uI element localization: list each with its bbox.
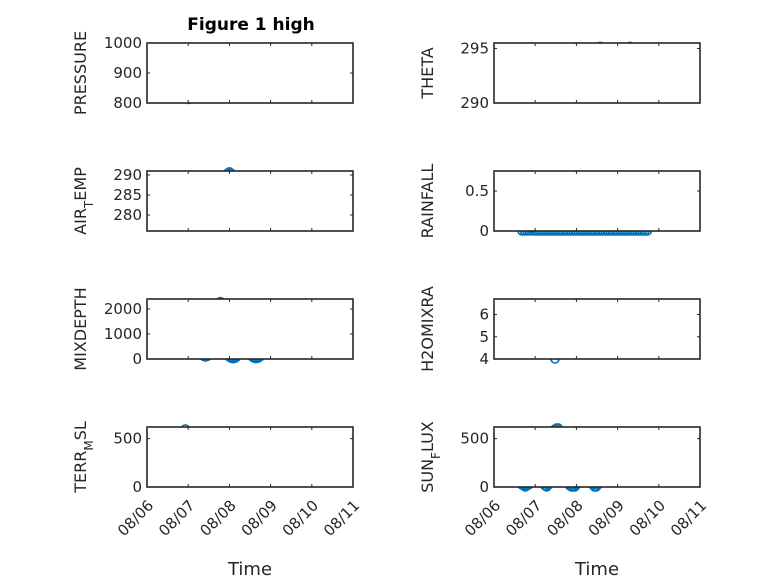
y-axis-label: AIRTEMP — [71, 167, 96, 235]
subplot-mixdepth: 0 1000 2000 MIXDEPTH — [71, 287, 354, 371]
axes-frame — [146, 170, 354, 232]
y-tick-label: 500 — [113, 430, 142, 448]
y-tick-label: 800 — [113, 94, 142, 112]
y-tick-label: 500 — [460, 430, 489, 448]
axes-frame — [493, 170, 701, 232]
y-axis-label: THETA — [418, 47, 437, 99]
y-tick-label: 290 — [113, 166, 142, 184]
axes-frame — [493, 426, 701, 488]
x-tick-label: 08/10 — [626, 497, 669, 540]
x-tick-label: 08/09 — [238, 497, 281, 540]
y-tick-label: 285 — [113, 186, 142, 204]
x-tick-label: 08/08 — [543, 497, 586, 540]
x-tick-label: 08/07 — [502, 497, 545, 540]
y-tick-label: 0 — [479, 222, 489, 240]
y-axis-label: H2OMIXRA — [418, 286, 437, 372]
y-axis-label: PRESSURE — [71, 31, 90, 115]
y-tick-label: 1000 — [104, 34, 142, 52]
y-tick-label: 4 — [479, 350, 489, 368]
subplots-grid: 800 900 1000 PRESSURE 290 295 THETA 280 285 290 AI… — [71, 31, 710, 580]
y-tick-label: 0 — [132, 350, 142, 368]
y-tick-label: 0.5 — [465, 182, 489, 200]
y-tick-label: 290 — [460, 94, 489, 112]
y-tick-label: 5 — [479, 328, 489, 346]
figure-title: Figure 1 high — [187, 15, 315, 35]
x-tick-label: 08/08 — [196, 497, 239, 540]
subplot-air-temp: 280 285 290 AIRTEMP — [71, 166, 354, 235]
y-tick-label: 1000 — [104, 325, 142, 343]
y-tick-label: 0 — [479, 478, 489, 496]
y-axis-label: RAINFALL — [418, 164, 437, 239]
y-tick-label: 2000 — [104, 300, 142, 318]
y-axis-label: MIXDEPTH — [71, 287, 90, 370]
x-tick-label: 08/09 — [585, 497, 628, 540]
subplot-theta: 290 295 THETA — [418, 39, 701, 112]
axes-frame — [493, 298, 701, 360]
x-tick-label: 08/06 — [114, 497, 157, 540]
axes-frame — [493, 42, 701, 104]
subplot-h2omixra: 4 5 6 H2OMIXRA — [418, 286, 701, 372]
subplot-rainfall: 0 0.5 RAINFALL — [418, 164, 701, 240]
x-tick-label: 08/06 — [461, 497, 504, 540]
y-tick-label: 295 — [460, 39, 489, 57]
y-tick-label: 6 — [479, 306, 489, 324]
axes-frame — [146, 426, 354, 488]
y-tick-label: 0 — [132, 478, 142, 496]
axes-frame — [146, 298, 354, 360]
x-axis-label: Time — [574, 559, 619, 580]
x-tick-label: 08/11 — [667, 497, 710, 540]
x-tick-label: 08/11 — [320, 497, 363, 540]
axes-frame — [146, 42, 354, 104]
y-axis-label: SUNFLUX — [418, 421, 443, 493]
x-tick-label: 08/07 — [155, 497, 198, 540]
x-tick-label: 08/10 — [279, 497, 322, 540]
y-tick-label: 900 — [113, 64, 142, 82]
y-axis-label: TERRMSL — [71, 421, 96, 494]
subplot-pressure: 800 900 1000 PRESSURE — [71, 31, 354, 115]
y-tick-label: 280 — [113, 206, 142, 224]
x-axis-label: Time — [227, 559, 272, 580]
